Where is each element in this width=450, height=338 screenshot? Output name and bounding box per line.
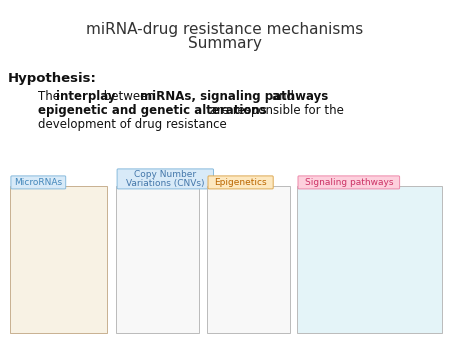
Text: epigenetic and genetic alterations: epigenetic and genetic alterations [38, 104, 267, 117]
Text: Epigenetics: Epigenetics [214, 178, 267, 187]
FancyBboxPatch shape [207, 186, 290, 333]
Text: are responsible for the: are responsible for the [206, 104, 343, 117]
Text: Hypothesis:: Hypothesis: [8, 72, 97, 85]
Text: development of drug resistance: development of drug resistance [38, 118, 227, 131]
Text: Signaling pathways: Signaling pathways [305, 178, 393, 187]
Text: The: The [38, 90, 64, 103]
Text: miRNAs, signaling pathways: miRNAs, signaling pathways [140, 90, 328, 103]
Text: miRNA-drug resistance mechanisms: miRNA-drug resistance mechanisms [86, 22, 364, 37]
FancyBboxPatch shape [11, 176, 66, 189]
Text: MicroRNAs: MicroRNAs [14, 178, 63, 187]
FancyBboxPatch shape [117, 169, 213, 189]
Text: between: between [100, 90, 159, 103]
Text: and: and [268, 90, 294, 103]
FancyBboxPatch shape [298, 176, 400, 189]
FancyBboxPatch shape [297, 186, 442, 333]
Text: Summary: Summary [188, 36, 262, 51]
Text: Copy Number
Variations (CNVs): Copy Number Variations (CNVs) [126, 170, 205, 188]
FancyBboxPatch shape [116, 186, 199, 333]
FancyBboxPatch shape [10, 186, 107, 333]
Text: interplay: interplay [56, 90, 115, 103]
FancyBboxPatch shape [208, 176, 273, 189]
